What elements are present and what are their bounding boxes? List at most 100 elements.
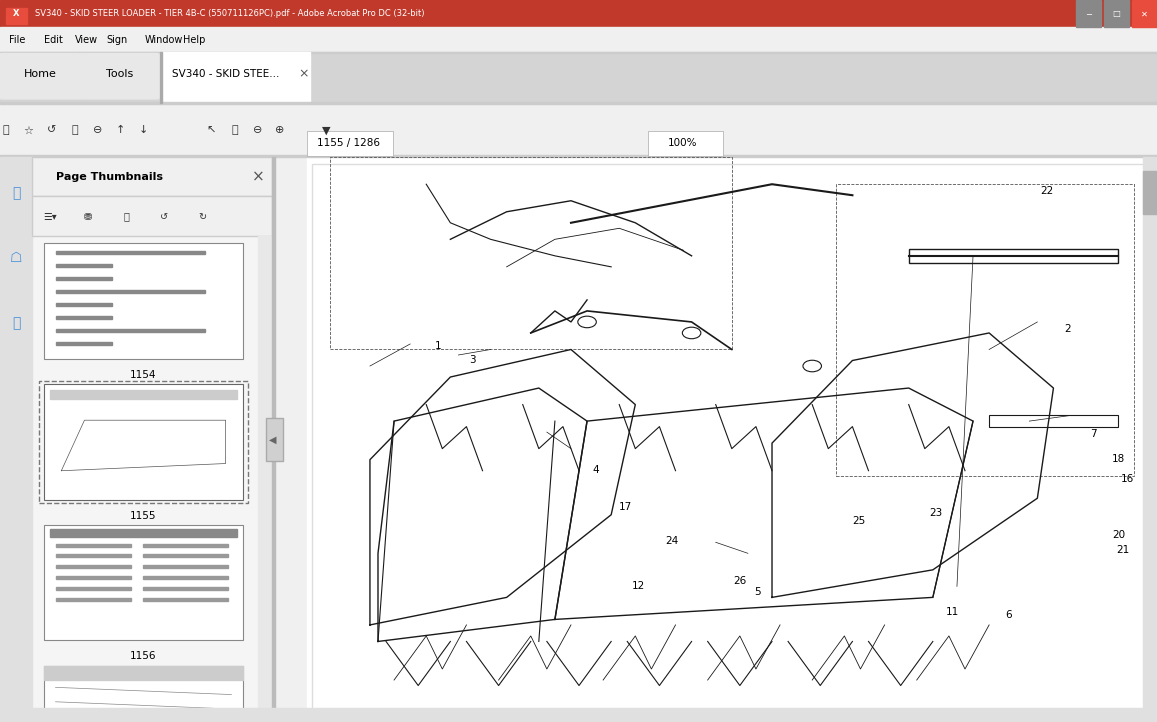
Text: 3: 3	[469, 355, 476, 365]
Bar	[0, 102, 1157, 104]
Bar	[56, 277, 112, 280]
Text: Edit: Edit	[44, 35, 62, 45]
Text: X: X	[13, 9, 20, 18]
Bar	[44, 666, 243, 680]
Text: ✋: ✋	[231, 126, 237, 135]
Text: ☆: ☆	[23, 126, 34, 135]
Text: ×: ×	[297, 68, 309, 81]
Bar	[44, 243, 243, 359]
Bar	[50, 247, 237, 355]
Text: 2: 2	[1064, 324, 1071, 334]
Text: Help: Help	[183, 35, 205, 45]
Bar	[272, 157, 275, 722]
Bar	[143, 598, 228, 601]
Bar	[56, 598, 131, 601]
Bar	[1132, 0, 1157, 27]
Bar	[1143, 171, 1157, 214]
Text: ☖: ☖	[10, 251, 22, 265]
Text: 1: 1	[435, 341, 442, 351]
Text: ⊖: ⊖	[93, 126, 102, 135]
Text: 25: 25	[853, 516, 865, 526]
Bar	[258, 236, 272, 722]
Text: ☰▾: ☰▾	[43, 212, 57, 222]
Bar	[143, 587, 228, 590]
Bar	[56, 251, 206, 254]
Text: 22: 22	[1040, 186, 1053, 196]
Bar	[50, 388, 237, 496]
Bar	[143, 544, 228, 547]
Bar	[0, 104, 1157, 157]
Text: File: File	[9, 35, 25, 45]
Bar	[143, 576, 228, 579]
Bar	[307, 131, 393, 157]
Text: 16: 16	[1121, 474, 1134, 484]
Bar	[0, 708, 1157, 722]
Bar	[32, 196, 272, 236]
Bar	[0, 52, 1157, 53]
Bar	[1076, 0, 1101, 27]
Text: Page Thumbnails: Page Thumbnails	[56, 172, 162, 181]
Bar	[56, 554, 131, 557]
Text: 6: 6	[1005, 609, 1011, 619]
Text: ─: ─	[1086, 9, 1091, 18]
Text: ⎙: ⎙	[2, 126, 9, 135]
Text: Sign: Sign	[106, 35, 127, 45]
Text: 4: 4	[592, 466, 599, 475]
Bar	[56, 290, 206, 293]
Bar	[56, 576, 131, 579]
Text: 18: 18	[1112, 454, 1126, 464]
Bar	[0, 155, 1157, 157]
Bar	[160, 52, 310, 103]
Bar	[44, 384, 243, 500]
Bar	[32, 157, 272, 196]
Bar	[312, 164, 1151, 715]
Text: 7: 7	[1090, 429, 1097, 439]
Bar	[143, 565, 228, 568]
Text: 1155 / 1286: 1155 / 1286	[317, 139, 379, 149]
Text: SV340 - SKID STEER LOADER - TIER 4B-C (550711126PC).pdf - Adobe Acrobat Pro DC (: SV340 - SKID STEER LOADER - TIER 4B-C (5…	[35, 9, 425, 18]
Text: 17: 17	[619, 503, 632, 512]
Text: ⧖: ⧖	[123, 212, 130, 222]
Text: Home: Home	[24, 69, 57, 79]
Bar	[56, 342, 112, 345]
Text: 23: 23	[929, 508, 943, 518]
Bar	[39, 381, 248, 503]
Bar	[56, 303, 112, 306]
Text: 21: 21	[1117, 544, 1129, 554]
Bar	[0, 0, 1157, 27]
Text: ⧉: ⧉	[12, 186, 21, 200]
Text: ↻: ↻	[198, 212, 207, 222]
Bar	[143, 554, 228, 557]
Text: □: □	[1113, 9, 1120, 18]
Bar	[908, 248, 1118, 263]
Bar	[44, 666, 243, 722]
Text: View: View	[75, 35, 98, 45]
Text: 1155: 1155	[131, 510, 156, 521]
Text: Tools: Tools	[105, 69, 133, 79]
Text: ⛓: ⛓	[12, 316, 21, 330]
Text: ⛃: ⛃	[83, 212, 93, 222]
Text: SV340 - SKID STEE...: SV340 - SKID STEE...	[172, 69, 279, 79]
Bar	[1104, 0, 1129, 27]
Bar	[0, 27, 1157, 52]
Text: ×: ×	[251, 169, 265, 184]
Bar	[648, 131, 723, 157]
Text: ⎙: ⎙	[71, 126, 78, 135]
Bar	[56, 316, 112, 319]
Text: 1154: 1154	[131, 370, 156, 380]
Bar	[0, 157, 272, 722]
Bar	[50, 529, 237, 537]
Text: ◀: ◀	[270, 435, 277, 444]
Bar	[50, 390, 237, 399]
Text: ▼: ▼	[322, 126, 330, 135]
Text: 1156: 1156	[131, 651, 156, 661]
Text: ⊕: ⊕	[275, 126, 285, 135]
Bar	[266, 417, 283, 461]
Text: 11: 11	[946, 606, 959, 617]
Bar	[44, 525, 243, 640]
Bar	[56, 565, 131, 568]
Bar	[50, 529, 237, 637]
Bar	[56, 329, 206, 332]
Bar	[989, 415, 1118, 427]
Text: 12: 12	[632, 581, 644, 591]
